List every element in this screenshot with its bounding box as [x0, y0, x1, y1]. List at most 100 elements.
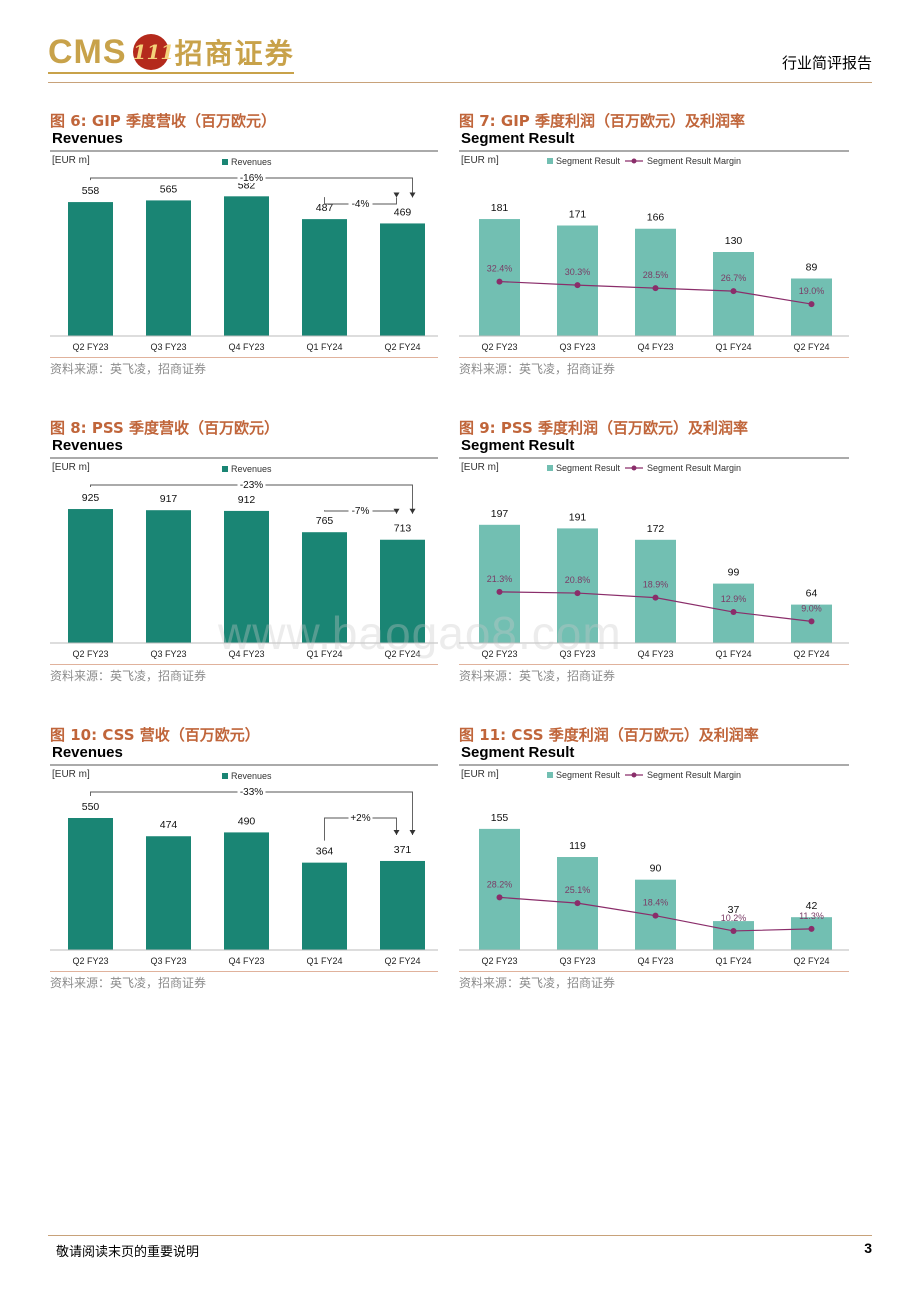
- watermark: www.baogao8.com: [218, 606, 622, 660]
- margin-marker: [809, 618, 815, 624]
- x-tick-label: Q3 FY23: [150, 649, 186, 659]
- margin-marker: [497, 894, 503, 900]
- x-tick-label: Q2 FY23: [72, 342, 108, 352]
- margin-marker: [731, 928, 737, 934]
- x-tick-label: Q1 FY24: [306, 342, 342, 352]
- legend-label-revenues: Revenues: [231, 771, 272, 781]
- figure-title: 图 9: PSS 季度利润（百万欧元）及利润率: [459, 417, 748, 438]
- logo-underline: [48, 72, 294, 74]
- margin-value-label: 11.3%: [799, 911, 824, 921]
- source-note: 资料来源：英飞凌，招商证券: [459, 667, 615, 684]
- bar-value-label: 550: [82, 801, 100, 813]
- bar-value-label: 90: [650, 863, 662, 875]
- legend-label-segment-result: Segment Result: [556, 770, 621, 780]
- annotation-label: +2%: [350, 813, 370, 824]
- legend-swatch-segment-result: [547, 772, 553, 778]
- legend-swatch-revenues: [222, 159, 228, 165]
- bar: [302, 863, 347, 950]
- legend-label-margin: Segment Result Margin: [647, 770, 741, 780]
- x-tick-label: Q1 FY24: [715, 342, 751, 352]
- margin-marker: [653, 595, 659, 601]
- bar: [791, 917, 832, 950]
- figure-title: 图 8: PSS 季度营收（百万欧元）: [50, 417, 279, 438]
- margin-value-label: 19.0%: [799, 286, 825, 296]
- x-tick-label: Q2 FY23: [72, 956, 108, 966]
- bar: [302, 219, 347, 336]
- bar: [146, 510, 191, 643]
- x-tick-label: Q2 FY23: [72, 649, 108, 659]
- bar: [479, 219, 520, 336]
- margin-value-label: 20.8%: [565, 575, 591, 585]
- page-header: CMS 111 招商证券 行业简评报告: [48, 30, 872, 83]
- bar-value-label: 181: [491, 202, 509, 214]
- logo-badge-text: 111: [133, 40, 169, 64]
- chart-title: Revenues: [52, 130, 123, 147]
- x-tick-label: Q3 FY23: [150, 956, 186, 966]
- x-tick-label: Q2 FY24: [384, 956, 420, 966]
- bar: [224, 832, 269, 950]
- unit-label: [EUR m]: [461, 155, 499, 166]
- x-tick-label: Q3 FY23: [559, 956, 595, 966]
- bar-value-label: 155: [491, 812, 509, 824]
- source-note: 资料来源：英飞凌，招商证券: [50, 360, 206, 377]
- annotation-arrowhead: [410, 830, 416, 835]
- margin-value-label: 26.7%: [721, 273, 747, 283]
- legend-label-segment-result: Segment Result: [556, 156, 621, 166]
- margin-value-label: 21.3%: [487, 574, 513, 584]
- bar-value-label: 171: [569, 209, 587, 221]
- bar-value-label: 130: [725, 235, 743, 247]
- bar-value-label: 912: [238, 494, 256, 506]
- margin-marker: [731, 288, 737, 294]
- legend-marker-margin: [632, 773, 637, 778]
- annotation-label: -16%: [240, 173, 263, 184]
- x-tick-label: Q3 FY23: [559, 342, 595, 352]
- chart-area: [EUR m] Revenues 550 Q2 FY23 474 Q3 FY23 490 Q4…: [50, 762, 442, 972]
- legend-marker-margin: [632, 466, 637, 471]
- x-tick-label: Q2 FY24: [384, 342, 420, 352]
- unit-label: [EUR m]: [52, 769, 90, 780]
- figure-panel-css-revenue: 图 10: CSS 营收（百万欧元） Revenues [EUR m] Reven…: [50, 724, 442, 994]
- x-tick-label: Q2 FY23: [481, 956, 517, 966]
- bar-value-label: 469: [394, 206, 412, 218]
- figure-title: 图 10: CSS 营收（百万欧元）: [50, 724, 260, 745]
- figure-title: 图 6: GIP 季度营收（百万欧元）: [50, 110, 276, 131]
- figure-panel-css-segment-result: 图 11: CSS 季度利润（百万欧元）及利润率 Segment Result …: [459, 724, 851, 994]
- bar: [68, 509, 113, 643]
- footer-divider: [48, 1235, 872, 1236]
- margin-marker: [653, 285, 659, 291]
- legend-label-segment-result: Segment Result: [556, 463, 621, 473]
- x-tick-label: Q1 FY24: [715, 956, 751, 966]
- company-logo: CMS 111 招商证券: [48, 32, 295, 72]
- bar-value-label: 765: [316, 515, 334, 527]
- legend-swatch-revenues: [222, 773, 228, 779]
- logo-text: CMS: [48, 33, 127, 72]
- x-tick-label: Q1 FY24: [306, 956, 342, 966]
- annotation-arrowhead: [394, 830, 400, 835]
- annotation-label: -33%: [240, 787, 263, 798]
- bar-value-label: 713: [394, 523, 412, 535]
- margin-value-label: 32.4%: [487, 264, 513, 274]
- bar: [380, 861, 425, 950]
- bar-value-label: 371: [394, 844, 412, 856]
- margin-value-label: 28.2%: [487, 879, 513, 889]
- bar-value-label: 89: [806, 261, 818, 273]
- margin-marker: [575, 282, 581, 288]
- bar: [479, 829, 520, 950]
- bar-value-label: 917: [160, 493, 178, 505]
- bar-value-label: 197: [491, 508, 509, 520]
- legend-marker-margin: [632, 159, 637, 164]
- margin-marker: [809, 301, 815, 307]
- margin-value-label: 10.2%: [721, 913, 747, 923]
- legend-label-margin: Segment Result Margin: [647, 156, 741, 166]
- source-note: 资料来源：英飞凌，招商证券: [50, 667, 206, 684]
- annotation-label: -7%: [352, 506, 370, 517]
- x-tick-label: Q4 FY23: [637, 649, 673, 659]
- report-type: 行业简评报告: [782, 52, 872, 73]
- chart-area: [EUR m] Segment Result Segment Result Marg…: [459, 762, 855, 972]
- x-tick-label: Q2 FY24: [793, 342, 829, 352]
- unit-label: [EUR m]: [461, 769, 499, 780]
- margin-marker: [653, 913, 659, 919]
- bar-value-label: 99: [728, 567, 740, 579]
- source-note: 资料来源：英飞凌，招商证券: [459, 360, 615, 377]
